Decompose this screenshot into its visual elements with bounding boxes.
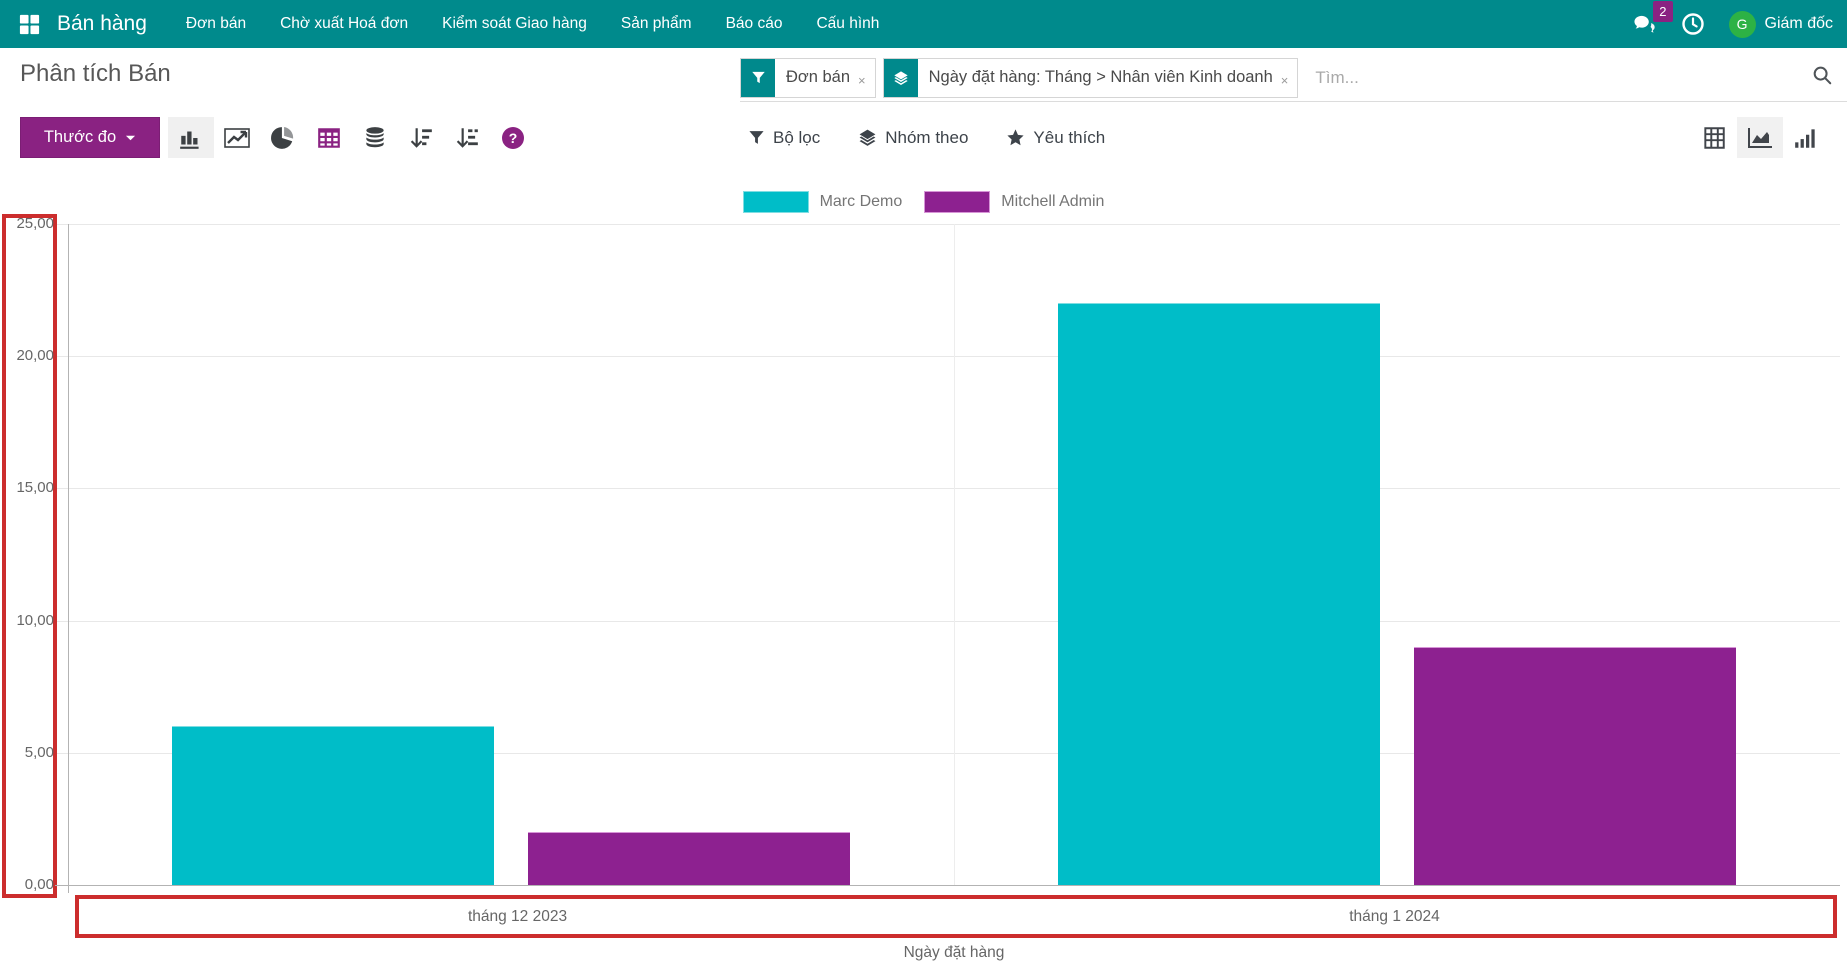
gridline [57, 356, 1840, 358]
legend-swatch [742, 191, 809, 213]
favorites-button[interactable]: Yêu thích [1006, 128, 1105, 148]
bar-mitchell-admin-2[interactable] [1414, 647, 1736, 885]
filter-icon [741, 58, 775, 97]
sort-ascending-button[interactable] [444, 117, 490, 158]
group-by-button[interactable]: Nhóm theo [858, 128, 968, 148]
gridline [57, 224, 1840, 225]
bar-mitchell-admin-1[interactable] [528, 832, 850, 885]
search-input[interactable] [1305, 67, 1805, 88]
chart-legend: Marc Demo Mitchell Admin [0, 188, 1847, 216]
filter-icon [749, 131, 764, 144]
group-by-icon [883, 58, 918, 97]
pivot-view-button[interactable] [1691, 117, 1737, 158]
y-axis-tick-label: 20,00 [16, 347, 54, 365]
search-bar: Đơn bán × Ngày đặt hàng: Tháng > Nhân vi… [740, 54, 1847, 102]
y-axis-line [68, 224, 69, 893]
nav-menu-item[interactable]: Báo cáo [725, 15, 783, 32]
sort-descending-button[interactable] [398, 117, 444, 158]
gridline-vertical [954, 224, 955, 885]
graph-view-button[interactable] [1737, 117, 1783, 158]
y-axis-tick-label: 0,00 [24, 876, 54, 893]
chart-plot [55, 224, 1840, 893]
pie-chart-button[interactable] [260, 117, 306, 158]
stacked-button[interactable] [352, 117, 398, 158]
app-name[interactable]: Bán hàng [57, 12, 147, 35]
nav-menu-item[interactable]: Kiểm soát Giao hàng [442, 15, 587, 32]
annotation-box-x-axis: tháng 12 2023 tháng 1 2024 [75, 895, 1837, 938]
group-by-label: Nhóm theo [885, 127, 969, 147]
bar-marc-demo-1[interactable] [172, 726, 494, 885]
gridline [57, 488, 1840, 490]
measures-label: Thước đo [43, 128, 117, 146]
user-menu[interactable]: G Giám đốc [1728, 10, 1833, 38]
chat-icon [1633, 15, 1655, 33]
nav-menu-item[interactable]: Đơn bán [185, 15, 247, 32]
search-options: Bộ lọc Nhóm theo Yêu thích [748, 117, 1105, 158]
annotation-box-y-axis [2, 214, 57, 898]
messages-button[interactable]: 2 [1632, 0, 1673, 36]
nav-menu-item[interactable]: Chờ xuất Hoá đơn [280, 15, 409, 32]
control-panel: Phân tích Bán Đơn bán × Ngày đặt hàng: T… [0, 48, 1847, 104]
y-axis-tick-label: 15,00 [16, 479, 54, 497]
avatar: G [1728, 10, 1756, 38]
line-chart-button[interactable] [214, 117, 260, 158]
filters-button[interactable]: Bộ lọc [748, 128, 820, 148]
facet-label: Đơn bán [786, 68, 851, 86]
dashboard-view-button[interactable] [1783, 117, 1829, 158]
view-switcher [1691, 117, 1829, 158]
chevron-down-icon [126, 135, 136, 140]
message-count-badge: 2 [1653, 0, 1673, 22]
search-facet-filter: Đơn bán × [740, 57, 876, 98]
chart-type-group: ? [168, 117, 536, 158]
legend-label: Marc Demo [819, 193, 903, 210]
clock-icon [1681, 13, 1704, 35]
help-button[interactable]: ? [490, 117, 536, 158]
gridline [57, 752, 1840, 754]
svg-text:?: ? [509, 130, 518, 146]
measures-button[interactable]: Thước đo [20, 117, 160, 158]
search-icon[interactable] [1811, 64, 1833, 91]
facet-remove-button[interactable]: × [1280, 72, 1289, 88]
y-axis-tick-label: 5,00 [24, 743, 54, 761]
y-axis-tick-label: 25,00 [16, 215, 54, 232]
star-icon [1007, 129, 1024, 146]
graph-toolbar: Thước đo ? Bộ lọc [0, 104, 1847, 158]
x-axis-tick-label: tháng 1 2024 [1349, 907, 1440, 925]
navbar-right: 2 G Giám đốc [1632, 0, 1833, 38]
bar-marc-demo-2[interactable] [1058, 303, 1380, 885]
nav-menu-item[interactable]: Cấu hình [816, 15, 880, 32]
gridline [57, 620, 1840, 622]
y-axis-tick-label: 10,00 [16, 611, 54, 629]
facet-label: Ngày đặt hàng: Tháng > Nhân viên Kinh do… [928, 68, 1273, 86]
bar-chart-button[interactable] [168, 117, 214, 158]
gridline [55, 885, 1840, 886]
search-facet-groupby: Ngày đặt hàng: Tháng > Nhân viên Kinh do… [882, 57, 1299, 98]
top-navbar: Bán hàng Đơn bán Chờ xuất Hoá đơn Kiểm soá… [0, 0, 1847, 48]
activities-button[interactable] [1681, 12, 1705, 36]
group-by-icon [859, 129, 876, 146]
x-axis-title: Ngày đặt hàng [903, 944, 1005, 961]
pivot-grid-button[interactable] [306, 117, 352, 158]
nav-menu-item[interactable]: Sản phẩm [620, 15, 692, 32]
legend-swatch [924, 191, 991, 213]
legend-item[interactable]: Mitchell Admin [924, 191, 1104, 213]
apps-grid-icon[interactable] [18, 13, 41, 36]
x-axis-tick-label: tháng 12 2023 [467, 907, 568, 925]
legend-item[interactable]: Marc Demo [742, 191, 903, 213]
legend-label: Mitchell Admin [1001, 193, 1105, 210]
facet-remove-button[interactable]: × [858, 72, 866, 88]
nav-menu: Đơn bán Chờ xuất Hoá đơn Kiểm soát Giao hà… [169, 0, 896, 48]
favorites-label: Yêu thích [1033, 127, 1106, 147]
user-name: Giám đốc [1764, 15, 1833, 32]
page-title: Phân tích Bán [20, 60, 171, 87]
filters-label: Bộ lọc [773, 127, 821, 147]
